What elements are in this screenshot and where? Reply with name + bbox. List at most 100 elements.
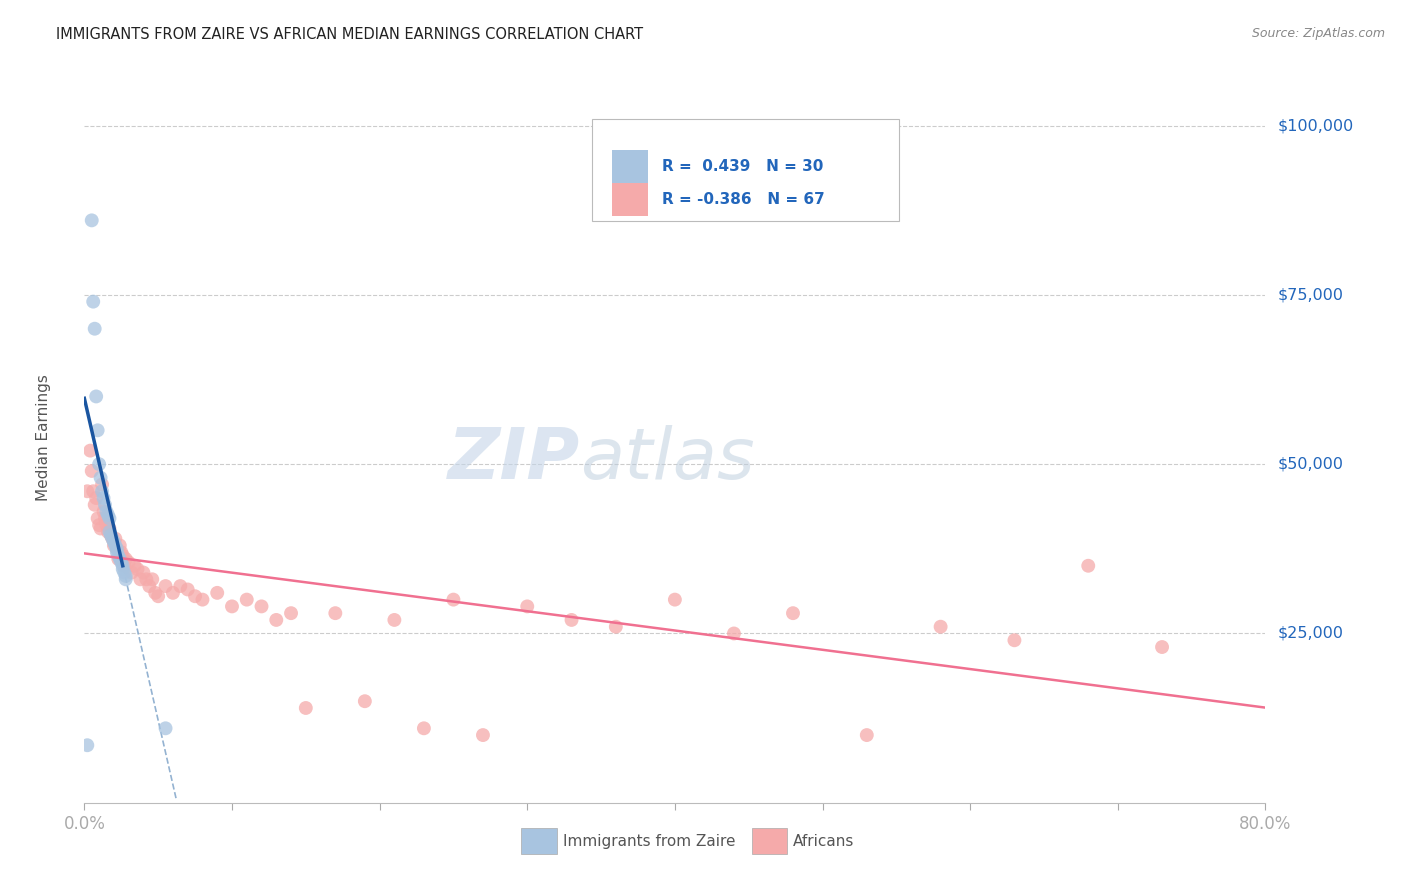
Point <box>100 528 122 542</box>
Point <box>250 599 273 614</box>
Point <box>111 549 134 563</box>
Point <box>605 620 627 634</box>
Point <box>76 484 98 499</box>
Point <box>100 528 122 542</box>
Text: $50,000: $50,000 <box>1277 457 1343 472</box>
Point <box>98 524 121 539</box>
Point <box>127 562 149 576</box>
Text: R =  0.439   N = 30: R = 0.439 N = 30 <box>662 159 824 174</box>
FancyBboxPatch shape <box>592 119 900 221</box>
Point <box>91 484 114 499</box>
Point <box>443 592 465 607</box>
Point <box>184 589 207 603</box>
Point <box>108 538 131 552</box>
Point <box>143 586 166 600</box>
Text: IMMIGRANTS FROM ZAIRE VS AFRICAN MEDIAN EARNINGS CORRELATION CHART: IMMIGRANTS FROM ZAIRE VS AFRICAN MEDIAN … <box>56 27 644 42</box>
Text: Median Earnings: Median Earnings <box>35 374 51 500</box>
Point <box>103 535 125 549</box>
Point <box>94 498 117 512</box>
FancyBboxPatch shape <box>752 829 787 854</box>
Point <box>111 562 134 576</box>
FancyBboxPatch shape <box>612 150 648 183</box>
Point <box>110 555 132 569</box>
Point <box>169 579 191 593</box>
Point <box>782 606 804 620</box>
Point <box>561 613 583 627</box>
Point <box>221 599 243 614</box>
Point <box>101 532 124 546</box>
Point <box>87 457 111 471</box>
Point <box>723 626 745 640</box>
Point <box>413 721 436 735</box>
Point <box>856 728 879 742</box>
Point <box>1004 633 1026 648</box>
Point <box>82 294 104 309</box>
Point <box>105 541 128 556</box>
Point <box>103 538 125 552</box>
Point <box>105 541 128 556</box>
Point <box>929 620 952 634</box>
Point <box>155 721 177 735</box>
Point <box>93 491 115 505</box>
Point <box>84 389 107 403</box>
Point <box>155 579 177 593</box>
Point <box>104 532 127 546</box>
Point <box>86 511 108 525</box>
Point <box>80 464 103 478</box>
Point <box>90 521 112 535</box>
Point <box>148 589 170 603</box>
Point <box>79 443 101 458</box>
Point <box>132 566 155 580</box>
Point <box>94 511 117 525</box>
Point <box>135 572 157 586</box>
Point <box>104 538 127 552</box>
Point <box>111 558 134 573</box>
Point <box>114 552 136 566</box>
Point <box>118 555 141 569</box>
Point <box>82 484 104 499</box>
Point <box>280 606 302 620</box>
Text: Immigrants from Zaire: Immigrants from Zaire <box>562 834 735 848</box>
Point <box>191 592 214 607</box>
Point <box>1150 640 1173 654</box>
Point <box>93 505 115 519</box>
Point <box>98 521 121 535</box>
Point <box>105 545 128 559</box>
Point <box>664 592 686 607</box>
Point <box>86 423 108 437</box>
Point <box>101 532 124 546</box>
Point <box>107 552 129 566</box>
Point <box>110 545 132 559</box>
Point <box>121 566 143 580</box>
Point <box>108 552 131 566</box>
Point <box>91 477 114 491</box>
Text: R = -0.386   N = 67: R = -0.386 N = 67 <box>662 192 825 207</box>
Point <box>107 549 129 563</box>
Point <box>112 566 135 580</box>
Text: ZIP: ZIP <box>449 425 581 493</box>
Point <box>96 505 118 519</box>
Point <box>87 518 111 533</box>
Text: $25,000: $25,000 <box>1277 626 1343 641</box>
Point <box>516 599 538 614</box>
Point <box>141 572 163 586</box>
Point <box>112 558 135 573</box>
Point <box>97 524 120 539</box>
Point <box>129 572 152 586</box>
Point <box>96 518 118 533</box>
Point <box>354 694 377 708</box>
Point <box>236 592 259 607</box>
Point <box>382 613 406 627</box>
Text: atlas: atlas <box>581 425 755 493</box>
Point <box>162 586 184 600</box>
Text: Source: ZipAtlas.com: Source: ZipAtlas.com <box>1251 27 1385 40</box>
FancyBboxPatch shape <box>612 183 648 216</box>
Point <box>472 728 495 742</box>
Point <box>76 738 98 752</box>
Point <box>84 491 107 505</box>
Point <box>97 508 120 522</box>
Point <box>80 213 103 227</box>
Point <box>177 582 200 597</box>
Point <box>90 471 112 485</box>
Point <box>114 572 136 586</box>
